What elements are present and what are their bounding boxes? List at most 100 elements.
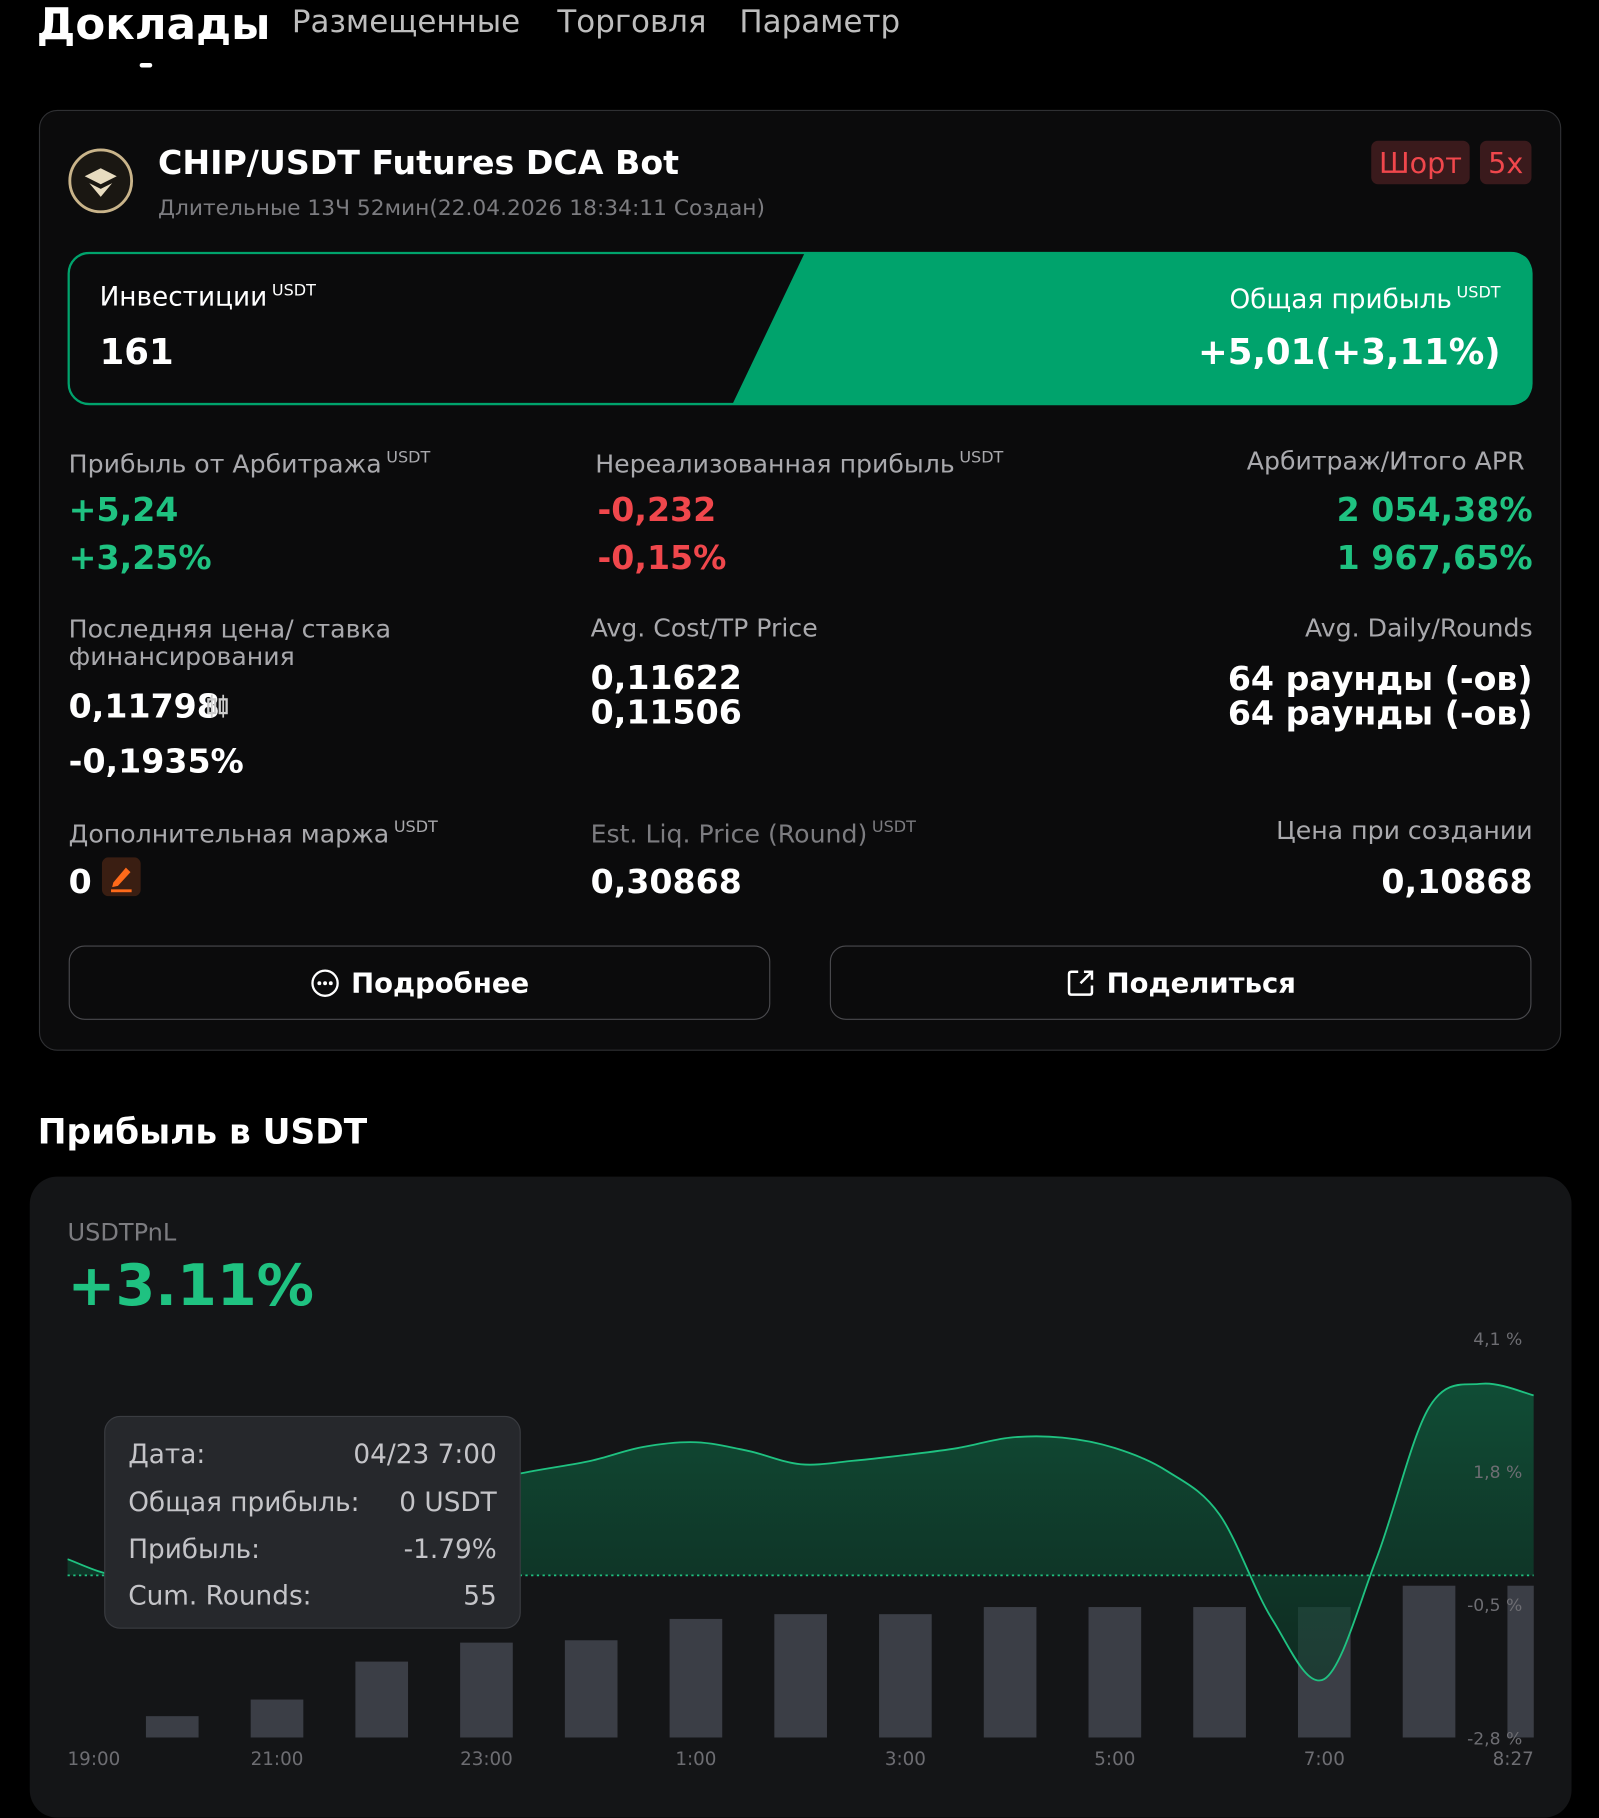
x-tick-label: 19:00: [68, 1749, 121, 1770]
tooltip-row: Cum. Rounds: 55: [128, 1582, 497, 1612]
share-icon: [1067, 969, 1093, 996]
chart-headline: +3.11%: [67, 1252, 315, 1319]
bar: [1193, 1607, 1246, 1738]
x-tick-label: 1:00: [675, 1749, 716, 1770]
stat-value: 0,11506: [590, 692, 742, 732]
y-tick-label: 1,8 %: [1473, 1463, 1522, 1483]
more-icon: [311, 968, 339, 997]
tooltip-label: Cum. Rounds:: [128, 1581, 312, 1612]
button-text: Подробнее: [351, 966, 530, 999]
summary-box: [67, 251, 1533, 406]
unit: USDT: [1456, 283, 1501, 303]
chart-subtitle: USDTPnL: [67, 1218, 177, 1247]
stat-label: Avg. Daily/Rounds: [1304, 614, 1533, 644]
stat-value: +5,24: [68, 489, 179, 529]
tooltip-value: -1.79%: [403, 1534, 497, 1565]
stat-value: 64 раунды (-ов): [1227, 659, 1533, 699]
label-text: Общая прибыль: [1229, 285, 1452, 315]
tab[interactable]: Торговля: [557, 4, 707, 41]
investment-value: 161: [99, 331, 174, 374]
stat-value: 2 054,38%: [1336, 489, 1533, 529]
bot-name: CHIP/USDT Futures DCA Bot: [157, 143, 679, 182]
stat-value: -0,1935%: [68, 741, 244, 781]
bot-duration: Длительные 13Ч 52мин(22.04.2026 18:34:11…: [157, 195, 765, 221]
tooltip-row: Дата: 04/23 7:00: [128, 1440, 497, 1470]
tab[interactable]: Размещенные: [291, 4, 521, 41]
stat-value: 1 967,65%: [1336, 537, 1533, 577]
bar: [1088, 1607, 1142, 1738]
x-tick-label: 7:00: [1304, 1749, 1345, 1770]
stat-label: Нереализованная прибыль USDT: [595, 450, 1003, 479]
tooltip-label: Дата:: [128, 1439, 206, 1470]
bar: [460, 1642, 513, 1738]
bot-logo: [68, 148, 134, 214]
tab-indicator: [139, 62, 153, 68]
stat-label: Прибыль от Арбитража USDT: [69, 450, 431, 479]
y-tick-label: -0,5 %: [1467, 1596, 1522, 1616]
section-title: Прибыль в USDT: [37, 1112, 368, 1153]
x-tick-label: 3:00: [885, 1749, 926, 1770]
tooltip-row: Общая прибыль: 0 USDT: [128, 1488, 497, 1518]
tooltip: Дата: 04/23 7:00 Общая прибыль: 0 USDT При…: [104, 1415, 521, 1629]
investment-label: Инвестиции USDT: [100, 283, 316, 312]
bar: [1402, 1585, 1456, 1738]
y-tick-label: -2,8 %: [1467, 1729, 1522, 1749]
area-fill: [67, 1383, 1534, 1681]
tag-leverage: 5x: [1479, 140, 1532, 185]
edit-margin-icon[interactable]: [101, 857, 141, 897]
stat-value: 0: [68, 861, 92, 901]
tooltip-value: 04/23 7:00: [353, 1439, 497, 1470]
stat-label: Дополнительная маржа USDT: [69, 820, 438, 849]
y-tick-label: 4,1 %: [1473, 1330, 1522, 1350]
stat-value: 0,11622: [590, 658, 742, 698]
unit: USDT: [871, 818, 916, 837]
bar: [355, 1661, 409, 1738]
share-button[interactable]: Поделиться: [829, 945, 1532, 1020]
stat-label: Арбитраж/Итого APR: [1246, 447, 1525, 477]
tooltip-label: Общая прибыль:: [128, 1487, 360, 1518]
bar: [1507, 1585, 1534, 1738]
bar: [250, 1699, 304, 1738]
label-text: Нереализованная прибыль: [595, 450, 955, 480]
unit: USDT: [271, 281, 316, 300]
stat-label: Цена при создании: [1276, 817, 1533, 846]
tab-active[interactable]: Доклады: [36, 0, 271, 50]
tooltip-value: 55: [463, 1581, 497, 1612]
stat-label: Последняя цена/ ставка финансирования: [68, 615, 392, 672]
stat-value: -0,232: [597, 489, 717, 529]
unit: USDT: [959, 448, 1004, 467]
tooltip-value: 0 USDT: [399, 1487, 497, 1518]
stat-value: +3,25%: [68, 537, 212, 577]
plot: [67, 1382, 1534, 1738]
stat-label: Avg. Cost/TP Price: [590, 614, 818, 644]
bar: [983, 1607, 1037, 1738]
x-tick-label: 21:00: [251, 1749, 304, 1770]
details-button[interactable]: Подробнее: [68, 945, 771, 1020]
label-text: Дополнительная маржа: [68, 820, 390, 850]
profit-label: Общая прибыль USDT: [1229, 285, 1500, 314]
bar: [564, 1640, 618, 1738]
tooltip-row: Прибыль: -1.79%: [128, 1535, 497, 1565]
unit: USDT: [386, 448, 431, 467]
tag-direction: Шорт: [1371, 140, 1470, 185]
stat-value: -0,15%: [597, 537, 727, 577]
profit-value: +5,01(+3,11%): [1198, 331, 1501, 374]
x-tick-label: 23:00: [460, 1749, 513, 1770]
tooltip-label: Прибыль:: [128, 1534, 261, 1565]
stat-value: 0,30868: [590, 861, 742, 901]
stat-value: 0,10868: [1381, 861, 1533, 901]
bar: [879, 1614, 932, 1738]
stat-label: Est. Liq. Price (Round) USDT: [591, 820, 916, 849]
unit: USDT: [393, 818, 438, 837]
bar: [774, 1614, 827, 1738]
label-text: Прибыль от Арбитража: [68, 450, 382, 480]
tab[interactable]: Параметр: [739, 4, 901, 41]
stat-value: 0,11798: [68, 686, 220, 726]
bar: [669, 1618, 723, 1738]
button-text: Поделиться: [1106, 966, 1296, 999]
label-text: Est. Liq. Price (Round): [590, 820, 868, 850]
bar: [145, 1716, 199, 1738]
